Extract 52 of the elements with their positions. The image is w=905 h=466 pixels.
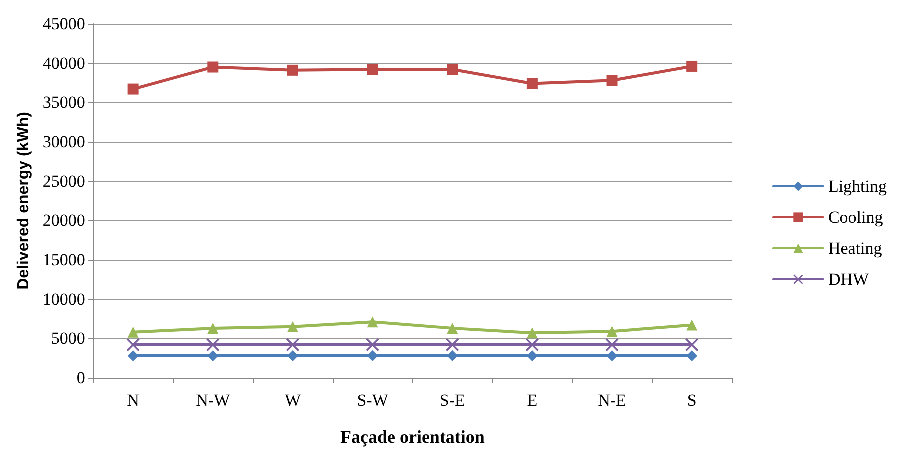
x-tick-label: E [527, 391, 538, 410]
legend-label: Cooling [828, 208, 884, 227]
x-tick-label: N [127, 391, 140, 410]
point [128, 350, 139, 362]
point [367, 64, 378, 76]
point [526, 338, 539, 352]
legend-label: DHW [828, 270, 870, 289]
y-tick-label: 30000 [42, 132, 86, 152]
point [526, 328, 538, 339]
x-tick-label: N-E [598, 391, 626, 410]
point [447, 322, 458, 334]
point [686, 350, 698, 362]
point [287, 321, 298, 332]
y-tick-label: 20000 [42, 211, 86, 230]
point [606, 75, 618, 86]
y-tick-label: 45000 [42, 14, 86, 34]
legend-label: Heating [828, 239, 883, 258]
y-axis-title: Delivered energy (kWh) [16, 112, 32, 290]
x-tick-label: S [687, 391, 697, 410]
x-tick-label: W [284, 391, 302, 410]
y-tick-label: 40000 [42, 54, 86, 73]
x-tick-label: N-W [196, 391, 232, 410]
point [526, 78, 538, 90]
y-tick-label: 35000 [42, 93, 86, 112]
point [446, 338, 460, 352]
point [686, 320, 698, 331]
point [128, 326, 139, 338]
y-tick-label: 0 [76, 368, 86, 388]
point [366, 338, 380, 352]
point [606, 326, 618, 338]
y-tick-label: 15000 [42, 250, 86, 270]
point [208, 62, 219, 73]
point [287, 64, 298, 76]
x-tick-label: S-W [357, 391, 390, 410]
point [128, 84, 139, 95]
point [686, 338, 699, 352]
point [367, 316, 378, 328]
point [126, 338, 140, 352]
point [367, 350, 378, 362]
y-tick-label: 25000 [42, 172, 86, 191]
point [208, 322, 219, 334]
point [447, 64, 458, 76]
x-axis-title: Façade orientation [340, 427, 485, 447]
x-tick-label: S-E [440, 391, 466, 410]
y-tick-label: 5000 [51, 329, 86, 348]
point [286, 338, 300, 352]
legend-label: Lighting [828, 177, 888, 196]
point [206, 338, 220, 352]
y-tick-label: 10000 [42, 290, 86, 309]
point [686, 60, 698, 72]
point [606, 350, 618, 362]
point [606, 338, 619, 352]
